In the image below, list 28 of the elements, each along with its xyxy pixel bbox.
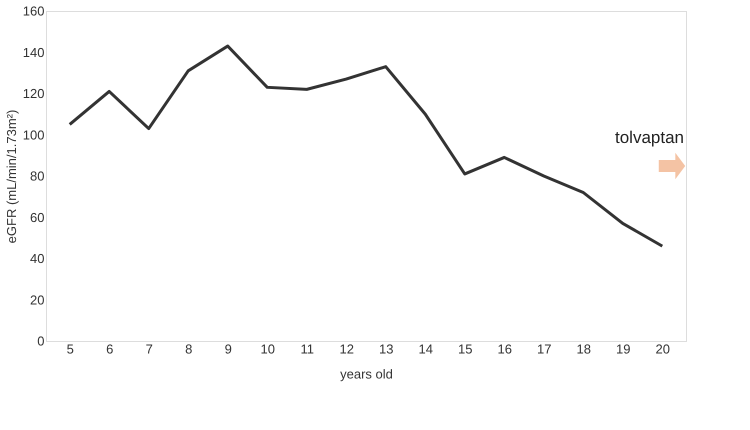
- x-tick-label: 18: [576, 342, 592, 356]
- x-tick-label: 10: [260, 342, 275, 356]
- x-tick-label: 7: [146, 342, 153, 356]
- x-tick-label: 19: [616, 342, 631, 356]
- y-tick-label: 80: [30, 168, 44, 184]
- x-tick-label: 6: [106, 342, 114, 356]
- y-tick-label: 40: [30, 251, 44, 266]
- x-tick-label: 14: [418, 342, 433, 356]
- annotation: tolvaptan: [615, 128, 684, 147]
- x-tick-label: 16: [498, 342, 512, 356]
- x-tick-label: 20: [656, 342, 670, 356]
- x-tick-label: 9: [224, 342, 232, 356]
- y-tick-label: 0: [37, 334, 44, 348]
- x-tick-label: 12: [340, 342, 354, 356]
- y-axis-title: eGFR (mL/min/1.73m²): [4, 110, 19, 244]
- y-tick-label: 100: [22, 127, 44, 142]
- x-tick-label: 17: [537, 342, 552, 356]
- y-tick-label: 20: [30, 292, 44, 308]
- y-tick-label: 140: [22, 44, 44, 60]
- x-tick-label: 8: [185, 342, 192, 356]
- y-tick-label: 120: [22, 86, 44, 101]
- y-tick-label: 60: [30, 210, 44, 225]
- y-tick-label: 160: [22, 4, 44, 18]
- x-tick-label: 15: [458, 342, 472, 356]
- x-tick-label: 5: [66, 342, 74, 356]
- x-tick-label: 11: [300, 342, 314, 356]
- x-axis-title: years old: [340, 366, 393, 382]
- x-tick-label: 13: [379, 342, 394, 356]
